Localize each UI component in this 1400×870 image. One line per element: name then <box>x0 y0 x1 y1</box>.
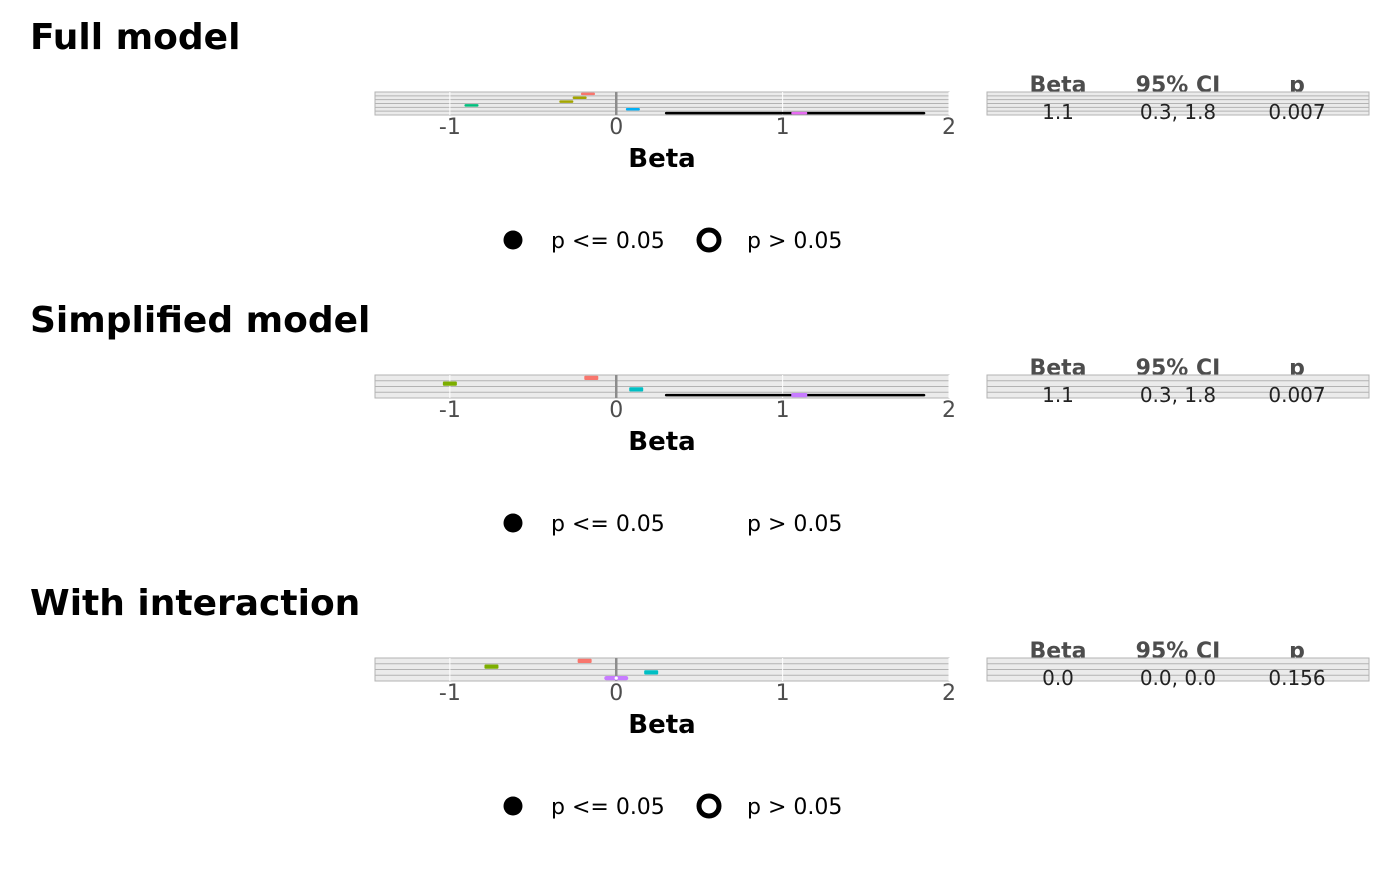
table-cell: 0.007 <box>1268 383 1325 407</box>
x-tick-label: 0 <box>609 115 623 140</box>
point-marker <box>464 104 479 107</box>
panel-title: Simplified model <box>30 300 370 341</box>
legend-sig-symbol <box>503 513 523 533</box>
chart-marks: -1 0 1 2 1.1 0.3, 1.8 0.007 -1 0 1 2 1.1 0.3, 1.8 0.0… <box>374 91 1370 819</box>
legend-nonsig-symbol <box>696 793 722 819</box>
legend-nonsig-symbol <box>696 227 722 253</box>
point-marker <box>644 670 659 675</box>
legend-sig-label: p <= 0.05 <box>551 229 665 254</box>
x-tick-label: 1 <box>776 681 790 706</box>
legend-sig-label: p <= 0.05 <box>551 512 665 537</box>
point-marker-hole <box>614 676 618 680</box>
legend-sig-symbol <box>503 230 523 250</box>
legend-nonsig-label: p > 0.05 <box>747 512 842 537</box>
estimate-table-0: 1.1 0.3, 1.8 0.007 <box>986 91 1370 124</box>
forest-plot-2: -1 0 1 2 <box>374 657 956 819</box>
x-axis-label: Beta <box>628 710 695 740</box>
x-tick-label: -1 <box>439 681 461 706</box>
forest-plot-1: -1 0 1 2 <box>374 374 956 533</box>
table-cell: 0.007 <box>1268 100 1325 124</box>
x-tick-label: 1 <box>776 115 790 140</box>
point-marker <box>625 108 640 111</box>
forest-plot-0: -1 0 1 2 <box>374 91 956 253</box>
table-cell: 0.3, 1.8 <box>1140 383 1216 407</box>
table-cell: 0.0 <box>1042 666 1074 690</box>
x-tick-label: 2 <box>942 115 956 140</box>
x-tick-label: 0 <box>609 681 623 706</box>
legend-nonsig-label: p > 0.05 <box>747 795 842 820</box>
point-marker <box>577 658 592 663</box>
x-tick-label: 0 <box>609 398 623 423</box>
x-tick-label: 1 <box>776 398 790 423</box>
table-cell: 0.3, 1.8 <box>1140 100 1216 124</box>
x-tick-label: 2 <box>942 398 956 423</box>
point-marker <box>629 387 644 392</box>
legend-sig-symbol <box>503 796 523 816</box>
point-marker <box>791 111 808 115</box>
table-cell: 0.156 <box>1268 666 1325 690</box>
panel-with-interaction: With interaction Beta Beta 95% CI p p <=… <box>30 583 1305 820</box>
table-cell: 1.1 <box>1042 383 1074 407</box>
point-marker <box>484 664 499 669</box>
point-marker <box>791 393 808 398</box>
estimate-table-1: 1.1 0.3, 1.8 0.007 <box>986 374 1370 407</box>
panel-full-model: Full model Beta Beta 95% CI p p <= 0.05 … <box>30 17 1305 254</box>
point-marker <box>442 381 457 386</box>
panel-title: Full model <box>30 17 240 58</box>
table-cell: 0.0, 0.0 <box>1140 666 1216 690</box>
point-marker <box>559 100 574 103</box>
x-tick-label: -1 <box>439 398 461 423</box>
table-cell: 1.1 <box>1042 100 1074 124</box>
x-axis-label: Beta <box>628 427 695 457</box>
x-axis-label: Beta <box>628 144 695 174</box>
panel-simplified-model: Simplified model Beta Beta 95% CI p p <=… <box>30 300 1305 537</box>
point-marker <box>572 96 587 99</box>
x-tick-label: 2 <box>942 681 956 706</box>
legend-sig-label: p <= 0.05 <box>551 795 665 820</box>
panel-title: With interaction <box>30 583 360 624</box>
point-marker <box>584 375 599 380</box>
estimate-table-2: 0.0 0.0, 0.0 0.156 <box>986 657 1370 690</box>
point-marker <box>580 92 595 96</box>
legend-nonsig-label: p > 0.05 <box>747 229 842 254</box>
x-tick-label: -1 <box>439 115 461 140</box>
